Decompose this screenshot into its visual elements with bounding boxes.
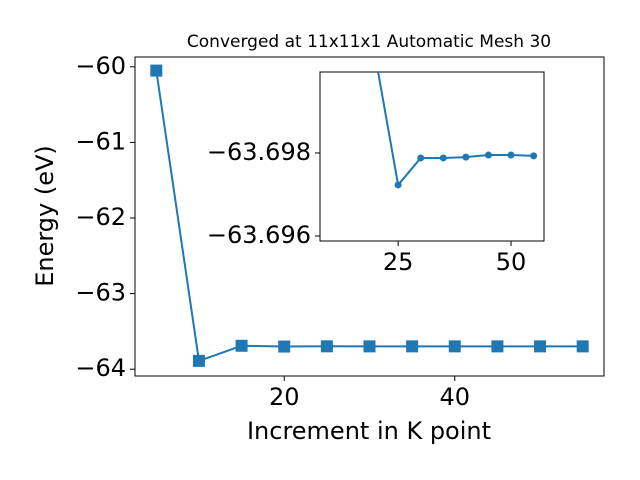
plot-frame: [134, 56, 605, 377]
plot-area: [150, 64, 589, 367]
data-point: [534, 340, 547, 353]
data-point: [462, 153, 470, 161]
data-point: [417, 154, 425, 162]
data-point: [235, 339, 248, 352]
x-tick-label: 25: [383, 248, 414, 276]
y-tick-label: −61: [75, 127, 126, 155]
y-tick-label: −62: [75, 203, 126, 231]
y-tick-label: −63.698: [207, 138, 311, 166]
data-point: [448, 340, 461, 353]
data-point: [507, 151, 515, 159]
data-point: [576, 340, 589, 353]
data-point: [530, 152, 538, 160]
data-point: [406, 340, 419, 353]
y-tick-label: −63.696: [207, 221, 311, 249]
x-tick-label: 50: [496, 248, 527, 276]
series-line: [155, 70, 583, 363]
data-point: [150, 64, 163, 77]
plot-frame: [319, 71, 545, 242]
y-tick-label: −63: [75, 279, 126, 307]
y-axis-label: Energy (eV): [31, 145, 59, 287]
data-point: [491, 340, 504, 353]
data-point: [363, 340, 376, 353]
x-axis-label: Increment in K point: [247, 417, 491, 445]
data-point: [192, 354, 205, 367]
y-tick-label: −60: [75, 52, 126, 80]
chart-title: Converged at 11x11x1 Automatic Mesh 30: [187, 32, 551, 52]
data-point: [320, 340, 333, 353]
data-point: [439, 154, 447, 162]
series-line: [377, 72, 534, 188]
data-point: [484, 151, 492, 159]
plot-area: [377, 72, 538, 189]
x-tick-label: 40: [439, 383, 470, 411]
data-point: [394, 181, 402, 189]
data-point: [278, 340, 291, 353]
y-tick-label: −64: [75, 354, 126, 382]
x-tick-label: 20: [269, 383, 300, 411]
